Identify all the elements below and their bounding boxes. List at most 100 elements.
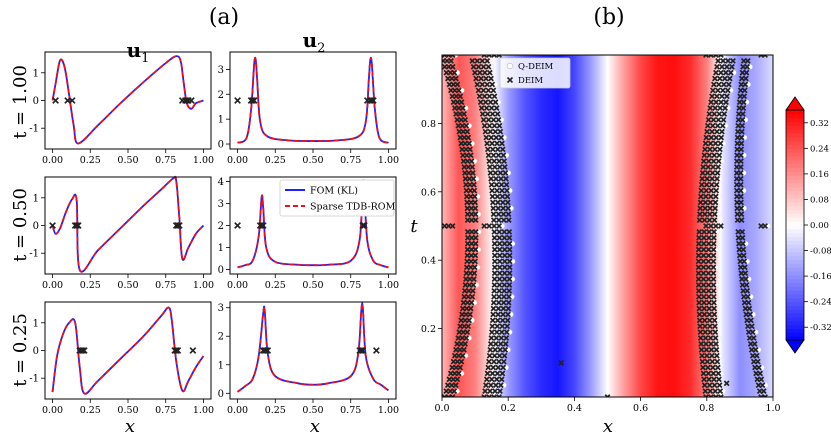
panel-label-a: (a) — [209, 5, 239, 30]
deim-marker-stroke — [249, 97, 257, 104]
deim-marker-stroke — [705, 270, 712, 277]
deim-marker — [713, 134, 720, 141]
deim-marker — [484, 81, 491, 88]
deim-marker — [706, 299, 712, 306]
deim-marker-stroke — [505, 299, 512, 306]
colorbar-tick-label: 0.24 — [810, 144, 829, 154]
x-tick-label: 0.75 — [155, 280, 176, 291]
deim-marker-stroke — [496, 352, 503, 359]
deim-marker — [470, 63, 477, 70]
deim-marker — [497, 388, 503, 395]
deim-marker — [496, 258, 503, 265]
deim-marker-stroke — [719, 63, 725, 70]
deim-marker-stroke — [496, 55, 501, 58]
deim-marker-stroke — [710, 264, 717, 271]
deim-marker — [705, 240, 712, 247]
deim-marker — [696, 317, 703, 324]
deim-marker — [728, 63, 735, 70]
deim-marker-stroke — [717, 223, 724, 229]
deim-marker-stroke — [174, 222, 182, 229]
deim-marker — [705, 164, 712, 170]
deim-marker — [498, 376, 505, 383]
colorbar-cell — [786, 133, 804, 138]
deim-marker — [74, 222, 82, 229]
deim-marker-stroke — [701, 299, 707, 306]
deim-marker-stroke — [723, 93, 730, 100]
deim-marker-stroke — [740, 99, 747, 106]
deim-marker — [704, 170, 711, 176]
deim-marker-stroke — [496, 164, 503, 170]
deim-marker-stroke — [454, 376, 461, 383]
y-tick-label: 0.6 — [421, 187, 436, 198]
deim-marker — [739, 228, 746, 235]
deim-marker-stroke — [704, 170, 711, 176]
deim-marker-stroke — [708, 134, 715, 141]
deim-marker — [701, 382, 708, 389]
deim-marker — [699, 352, 705, 359]
deim-marker-stroke — [470, 282, 477, 288]
deim-marker-stroke — [487, 388, 493, 395]
deim-marker — [486, 352, 493, 359]
deim-marker-stroke — [713, 187, 720, 194]
deim-marker — [703, 223, 709, 229]
deim-marker-stroke — [501, 276, 508, 282]
colorbar-cell — [786, 117, 804, 122]
deim-marker-stroke — [448, 57, 454, 64]
deim-marker-stroke — [482, 128, 489, 135]
deim-marker-stroke — [491, 93, 498, 100]
deim-marker-stroke — [696, 317, 703, 324]
deim-marker — [742, 276, 749, 282]
deim-marker — [696, 234, 702, 241]
deim-marker — [695, 246, 702, 253]
deim-marker-stroke — [505, 217, 512, 224]
deim-marker-stroke — [710, 287, 717, 294]
deim-marker-stroke — [695, 276, 702, 282]
deim-marker — [470, 276, 477, 282]
deim-marker-stroke — [487, 341, 494, 347]
deim-marker-stroke — [696, 228, 703, 235]
deim-marker — [49, 222, 56, 229]
deim-marker — [697, 205, 704, 212]
colorbar-cell — [786, 309, 804, 314]
deim-marker — [262, 347, 270, 354]
deim-marker — [711, 311, 718, 318]
deim-marker — [496, 252, 503, 259]
deim-marker — [741, 93, 748, 100]
deim-marker — [474, 57, 481, 64]
deim-marker-stroke — [49, 222, 56, 229]
deim-marker-stroke — [716, 382, 723, 389]
deim-marker-stroke — [478, 105, 485, 111]
deim-marker-stroke — [714, 55, 719, 58]
y-tick-label: 3 — [218, 199, 224, 210]
colorbar-ticks: 0.32 0.24 0.16 0.08 0.00 -0.08 -0.16 -0.24 -0.32 — [804, 119, 831, 333]
colorbar-cell — [786, 167, 804, 172]
subplot-100-u1: 1 0 -1 0.00 0.25 0.50 0.75 1.00 — [29, 51, 214, 166]
deim-marker — [762, 223, 768, 229]
x-tick-label: 0.00 — [227, 280, 248, 291]
deim-marker-stroke — [718, 99, 724, 106]
subplot-050-u1: 1 0 -1 0.00 0.25 0.50 0.75 1.00 — [29, 175, 214, 291]
deim-marker — [702, 146, 708, 153]
deim-marker — [471, 69, 478, 76]
deim-marker — [489, 370, 496, 377]
deim-marker-stroke — [496, 122, 503, 129]
deim-marker — [491, 276, 498, 282]
deim-marker-stroke — [499, 146, 506, 153]
heatmap-x-label: x — [603, 416, 613, 437]
deim-marker — [738, 205, 745, 212]
deim-marker-stroke — [496, 158, 503, 165]
deim-marker-stroke — [501, 228, 508, 235]
deim-marker-stroke — [742, 81, 749, 88]
y-tick-label: 1 — [218, 115, 224, 126]
colorbar-cell — [786, 163, 804, 168]
deim-marker — [737, 181, 744, 188]
deim-marker-stroke — [189, 347, 197, 354]
deim-marker-stroke — [498, 134, 505, 141]
deim-marker-stroke — [705, 116, 712, 123]
deim-marker-stroke — [463, 335, 470, 341]
deim-marker — [719, 122, 726, 129]
deim-marker — [700, 264, 707, 271]
deim-marker-stroke — [711, 152, 718, 159]
deim-marker-stroke — [491, 358, 497, 365]
deim-marker-stroke — [497, 170, 504, 176]
